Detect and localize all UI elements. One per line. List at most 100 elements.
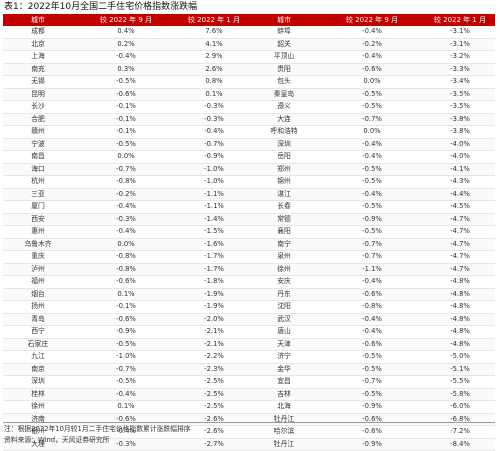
cell-ytd-left: 2.9% <box>179 50 249 64</box>
cell-city-left: 石家庄 <box>3 338 73 351</box>
cell-mom-left: -0.4% <box>73 388 179 401</box>
cell-ytd-left: -0.3% <box>179 100 249 114</box>
cell-mom-right: -0.5% <box>319 175 425 189</box>
table-row: 成都 0.4% 7.6% 蚌埠 -0.4% -3.1% <box>3 26 495 39</box>
cell-mom-right: -0.5% <box>319 163 425 176</box>
cell-city-right: 金华 <box>249 363 319 376</box>
cell-city-right: 郑州 <box>249 163 319 176</box>
cell-mom-right: -0.6% <box>319 288 425 301</box>
cell-city-left: 西安 <box>3 213 73 226</box>
cell-city-left: 杭州 <box>3 175 73 189</box>
cell-city-left: 北京 <box>3 38 73 51</box>
cell-ytd-right: -4.1% <box>425 163 495 176</box>
cell-city-right: 包头 <box>249 75 319 89</box>
table-row: 九江 -1.0% -2.2% 济宁 -0.5% -5.0% <box>3 350 495 364</box>
cell-mom-right: -0.5% <box>319 88 425 101</box>
cell-city-left: 西宁 <box>3 325 73 339</box>
cell-mom-left: -0.5% <box>73 138 179 151</box>
cell-ytd-left: -1.4% <box>179 213 249 226</box>
cell-mom-left: -0.8% <box>73 263 179 276</box>
cell-mom-left: -0.4% <box>73 200 179 214</box>
cell-ytd-right: -3.2% <box>425 50 495 64</box>
cell-city-right: 长春 <box>249 200 319 214</box>
cell-ytd-left: -2.6% <box>179 425 249 439</box>
cell-city-left: 长沙 <box>3 100 73 114</box>
cell-ytd-left: -1.8% <box>179 275 249 289</box>
cell-city-right: 唐山 <box>249 325 319 339</box>
cell-mom-right: -0.5% <box>319 200 425 214</box>
cell-ytd-left: -1.7% <box>179 250 249 264</box>
cell-ytd-left: 0.8% <box>179 75 249 89</box>
cell-city-right: 深圳 <box>249 138 319 151</box>
table-bottom-rule <box>3 422 495 423</box>
table-row: 海口 -0.7% -1.0% 郑州 -0.5% -4.1% <box>3 163 495 176</box>
cell-city-left: 深圳 <box>3 375 73 389</box>
cell-ytd-right: -3.5% <box>425 100 495 114</box>
cell-city-right: 宜昌 <box>249 375 319 389</box>
cell-mom-right: -0.7% <box>319 238 425 251</box>
cell-city-left: 昆明 <box>3 88 73 101</box>
cell-mom-left: -0.5% <box>73 375 179 389</box>
cell-city-left: 无锡 <box>3 75 73 89</box>
cell-ytd-left: -2.0% <box>179 313 249 326</box>
cell-mom-right: -0.4% <box>319 138 425 151</box>
cell-city-left: 南充 <box>3 63 73 76</box>
table-row: 南充 0.3% 2.6% 贵阳 -0.6% -3.3% <box>3 63 495 76</box>
cell-city-left: 泸州 <box>3 263 73 276</box>
cell-ytd-right: -5.1% <box>425 363 495 376</box>
cell-mom-right: 0.0% <box>319 75 425 89</box>
table-row: 北京 0.2% 4.1% 韶关 -0.2% -3.1% <box>3 38 495 51</box>
cell-mom-right: -0.4% <box>319 26 425 39</box>
cell-ytd-right: -4.8% <box>425 338 495 351</box>
cell-mom-left: -0.1% <box>73 125 179 139</box>
cell-mom-left: 0.1% <box>73 400 179 414</box>
cell-city-right: 襄阳 <box>249 225 319 239</box>
cell-mom-left: -0.7% <box>73 363 179 376</box>
cell-ytd-left: -2.6% <box>179 413 249 426</box>
cell-ytd-left: -2.5% <box>179 400 249 414</box>
cell-mom-right: -0.4% <box>319 50 425 64</box>
cell-city-right: 岳阳 <box>249 150 319 164</box>
table-header-row: 城市 较 2022 年 9 月 较 2022 年 1 月 城市 较 2022 年… <box>3 14 495 26</box>
cell-mom-left: -0.6% <box>73 88 179 101</box>
cell-ytd-right: -4.7% <box>425 225 495 239</box>
cell-city-right: 丹东 <box>249 288 319 301</box>
cell-ytd-right: -5.5% <box>425 375 495 389</box>
cell-ytd-right: -7.2% <box>425 425 495 439</box>
cell-city-left: 南京 <box>3 363 73 376</box>
cell-mom-left: -0.1% <box>73 100 179 114</box>
cell-ytd-left: 2.6% <box>179 63 249 76</box>
cell-city-left: 福州 <box>3 275 73 289</box>
table-row: 青岛 -0.6% -2.0% 武汉 -0.4% -4.8% <box>3 313 495 326</box>
cell-city-left: 烟台 <box>3 288 73 301</box>
cell-city-left: 成都 <box>3 26 73 39</box>
cell-city-right: 平顶山 <box>249 50 319 64</box>
cell-mom-right: -0.6% <box>319 63 425 76</box>
cell-city-right: 大连 <box>249 113 319 126</box>
cell-city-left: 济南 <box>3 413 73 426</box>
cell-ytd-right: -3.4% <box>425 75 495 89</box>
table-row: 桂林 -0.4% -2.5% 吉林 -0.5% -5.8% <box>3 388 495 401</box>
cell-city-left: 上海 <box>3 50 73 64</box>
cell-mom-right: -0.5% <box>319 388 425 401</box>
cell-city-right: 秦皇岛 <box>249 88 319 101</box>
cell-city-right: 济宁 <box>249 350 319 364</box>
table-note: 注：根据2022年10月较1月二手住宅价格指数累计涨跌幅排序 <box>4 425 191 433</box>
cell-ytd-left: -1.9% <box>179 288 249 301</box>
cell-mom-left: -0.4% <box>73 50 179 64</box>
cell-mom-left: -0.8% <box>73 175 179 189</box>
table-row: 长沙 -0.1% -0.3% 遵义 -0.5% -3.5% <box>3 100 495 114</box>
cell-city-right: 武汉 <box>249 313 319 326</box>
cell-city-left: 重庆 <box>3 250 73 264</box>
cell-ytd-left: -2.5% <box>179 388 249 401</box>
cell-ytd-left: 4.1% <box>179 38 249 51</box>
table-row: 赣州 -0.1% -0.4% 呼和浩特 0.0% -3.8% <box>3 125 495 139</box>
cell-ytd-right: -3.1% <box>425 26 495 39</box>
cell-mom-left: -0.8% <box>73 250 179 264</box>
table-row: 济南 -0.6% -2.6% 牡丹江 -0.6% -6.8% <box>3 413 495 426</box>
cell-mom-right: -0.6% <box>319 413 425 426</box>
cell-ytd-right: -4.8% <box>425 288 495 301</box>
cell-mom-left: -0.7% <box>73 163 179 176</box>
cell-mom-right: -0.4% <box>319 188 425 201</box>
table-row: 银川 -0.4% -2.6% 哈尔滨 -0.6% -7.2% <box>3 425 495 439</box>
